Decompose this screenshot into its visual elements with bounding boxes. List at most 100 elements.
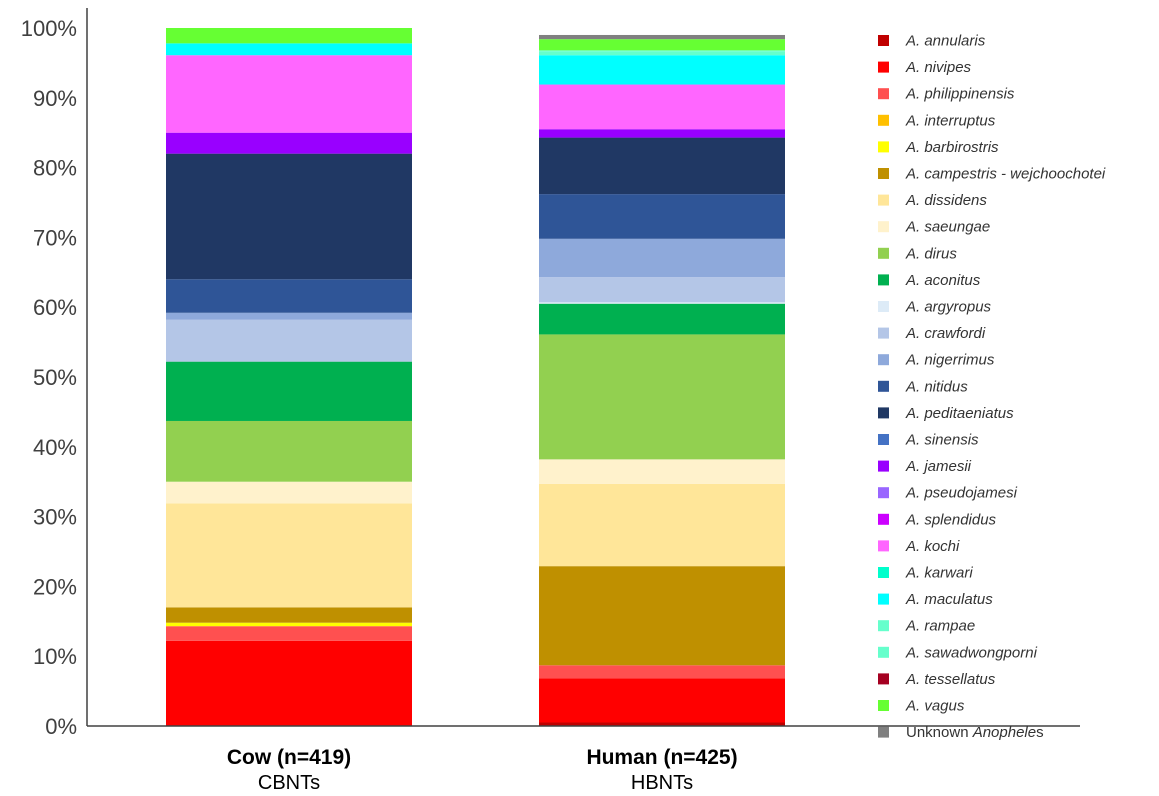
y-tick-label: 80%: [33, 156, 77, 181]
legend-item: Unknown Anopheles: [878, 724, 1044, 741]
legend-label: A. argyropus: [905, 299, 992, 316]
legend-swatch: [878, 327, 889, 339]
bar-segment: [166, 28, 412, 44]
y-tick-label: 30%: [33, 505, 77, 530]
category-sublabel: HBNTs: [631, 772, 693, 794]
legend-item: A. karwari: [878, 565, 973, 582]
bar-segment: [166, 420, 412, 482]
bar-segment: [539, 334, 785, 460]
bar-segment: [539, 303, 785, 335]
y-tick-label: 50%: [33, 365, 77, 390]
category-label: Human (n=425): [586, 746, 737, 769]
legend-item: A. nigerrimus: [878, 352, 995, 369]
legend-label-species: A. nitidus: [905, 378, 968, 395]
legend-swatch: [878, 646, 889, 658]
legend-swatch: [878, 61, 889, 73]
legend-label-species: A. aconitus: [905, 272, 981, 289]
legend-label-species: A. rampae: [905, 618, 975, 635]
legend-label: Unknown Anopheles: [906, 724, 1044, 741]
legend-label: A. kochi: [905, 538, 960, 555]
bar-segment: [166, 312, 412, 320]
bar-segment: [539, 722, 785, 726]
legend-label-species: A. pseudojamesi: [905, 485, 1018, 502]
legend-item: A. pseudojamesi: [878, 485, 1018, 502]
legend-label: A. nivipes: [905, 59, 972, 76]
legend-label: A. nitidus: [905, 378, 968, 395]
category-label: Cow (n=419): [227, 746, 351, 769]
bar-segment: [166, 43, 412, 56]
legend-item: A. sawadwongporni: [878, 644, 1038, 661]
x-axis-category-labels: Cow (n=419) CBNTs Human (n=425) HBNTs: [227, 746, 738, 794]
legend-item: A. peditaeniatus: [878, 405, 1014, 422]
legend-label-species: A. nigerrimus: [905, 352, 995, 369]
legend-swatch: [878, 620, 889, 632]
legend-item: A. interruptus: [878, 112, 996, 129]
legend-label: A. aconitus: [905, 272, 981, 289]
bar-segment: [166, 361, 412, 421]
bar-segment: [166, 55, 412, 133]
bar-segment: [539, 51, 785, 56]
legend-item: A. splendidus: [878, 511, 997, 528]
bar-segment: [166, 279, 412, 313]
bar-segment: [166, 622, 412, 627]
y-tick-label: 10%: [33, 644, 77, 669]
bar-stack-0: [166, 28, 412, 726]
legend-item: A. aconitus: [878, 272, 981, 289]
bars: [166, 28, 785, 726]
legend-label-prefix: Unknown: [906, 724, 973, 741]
legend-swatch: [878, 194, 889, 206]
y-tick-label: 40%: [33, 435, 77, 460]
y-tick-label: 90%: [33, 86, 77, 111]
bar-segment: [166, 153, 412, 280]
legend-label-species: A. saeungae: [905, 219, 990, 236]
bar-segment: [539, 566, 785, 666]
legend-label-species: A. interruptus: [905, 112, 996, 129]
bar-segment: [166, 640, 412, 726]
legend-label: A. sawadwongporni: [905, 644, 1038, 661]
bar-segment: [166, 607, 412, 623]
legend-label-species: A. sinensis: [905, 432, 979, 449]
legend-swatch: [878, 726, 889, 738]
legend-label-species: A. maculatus: [905, 591, 993, 608]
y-tick-label: 70%: [33, 225, 77, 250]
bar-segment: [539, 665, 785, 679]
bar-segment: [166, 132, 412, 154]
bar-segment: [539, 129, 785, 138]
legend-label-species: A. campestris - wejchoochotei: [905, 166, 1106, 183]
legend-item: A. saeungae: [878, 219, 990, 236]
legend-label: A. rampae: [905, 618, 975, 635]
legend-label-species: A. crawfordi: [905, 325, 986, 342]
legend-item: A. annularis: [878, 33, 986, 50]
legend-label: A. interruptus: [905, 112, 996, 129]
legend-label: A. dirus: [905, 245, 957, 262]
legend-swatch: [878, 221, 889, 233]
legend-swatch: [878, 354, 889, 366]
legend-label-species: A. nivipes: [905, 59, 972, 76]
legend-label: A. crawfordi: [905, 325, 986, 342]
legend-swatch: [878, 407, 889, 419]
legend-swatch: [878, 88, 889, 100]
bar-segment: [539, 302, 785, 304]
y-tick-label: 20%: [33, 574, 77, 599]
legend-label: A. annularis: [905, 33, 986, 50]
legend-swatch: [878, 567, 889, 578]
legend-label-species: A. dirus: [905, 245, 957, 262]
legend-swatch: [878, 460, 889, 472]
legend-swatch: [878, 513, 889, 525]
legend: A. annularis A. nivipes A. philippinensis A…: [878, 33, 1106, 741]
legend-swatch: [878, 247, 889, 259]
legend-label-species: A. barbirostris: [905, 139, 999, 156]
legend-item: A. nitidus: [878, 378, 968, 395]
bar-segment: [539, 483, 785, 567]
legend-label-species: A. tessellatus: [905, 671, 996, 688]
legend-swatch: [878, 141, 889, 153]
legend-label: A. karwari: [905, 565, 973, 582]
legend-item: A. philippinensis: [878, 86, 1015, 103]
legend-label: A. campestris - wejchoochotei: [905, 166, 1106, 183]
legend-item: A. crawfordi: [878, 325, 986, 342]
legend-item: A. campestris - wejchoochotei: [878, 166, 1106, 183]
legend-label: A. sinensis: [905, 432, 979, 449]
bar-segment: [166, 503, 412, 608]
legend-swatch: [878, 380, 889, 392]
